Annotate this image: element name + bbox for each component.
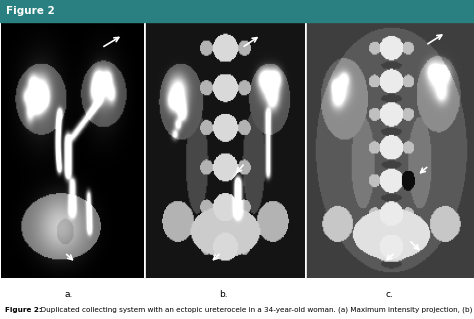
Text: b.: b. (219, 290, 228, 300)
Text: Duplicated collecting system with an ectopic ureterocele in a 34-year-old woman.: Duplicated collecting system with an ect… (36, 307, 474, 313)
Text: Figure 2: Figure 2 (6, 6, 55, 16)
Text: c.: c. (386, 290, 393, 300)
Text: Figure 2:: Figure 2: (5, 307, 42, 313)
Text: a.: a. (64, 290, 73, 300)
Bar (0, 0, 474, 22)
